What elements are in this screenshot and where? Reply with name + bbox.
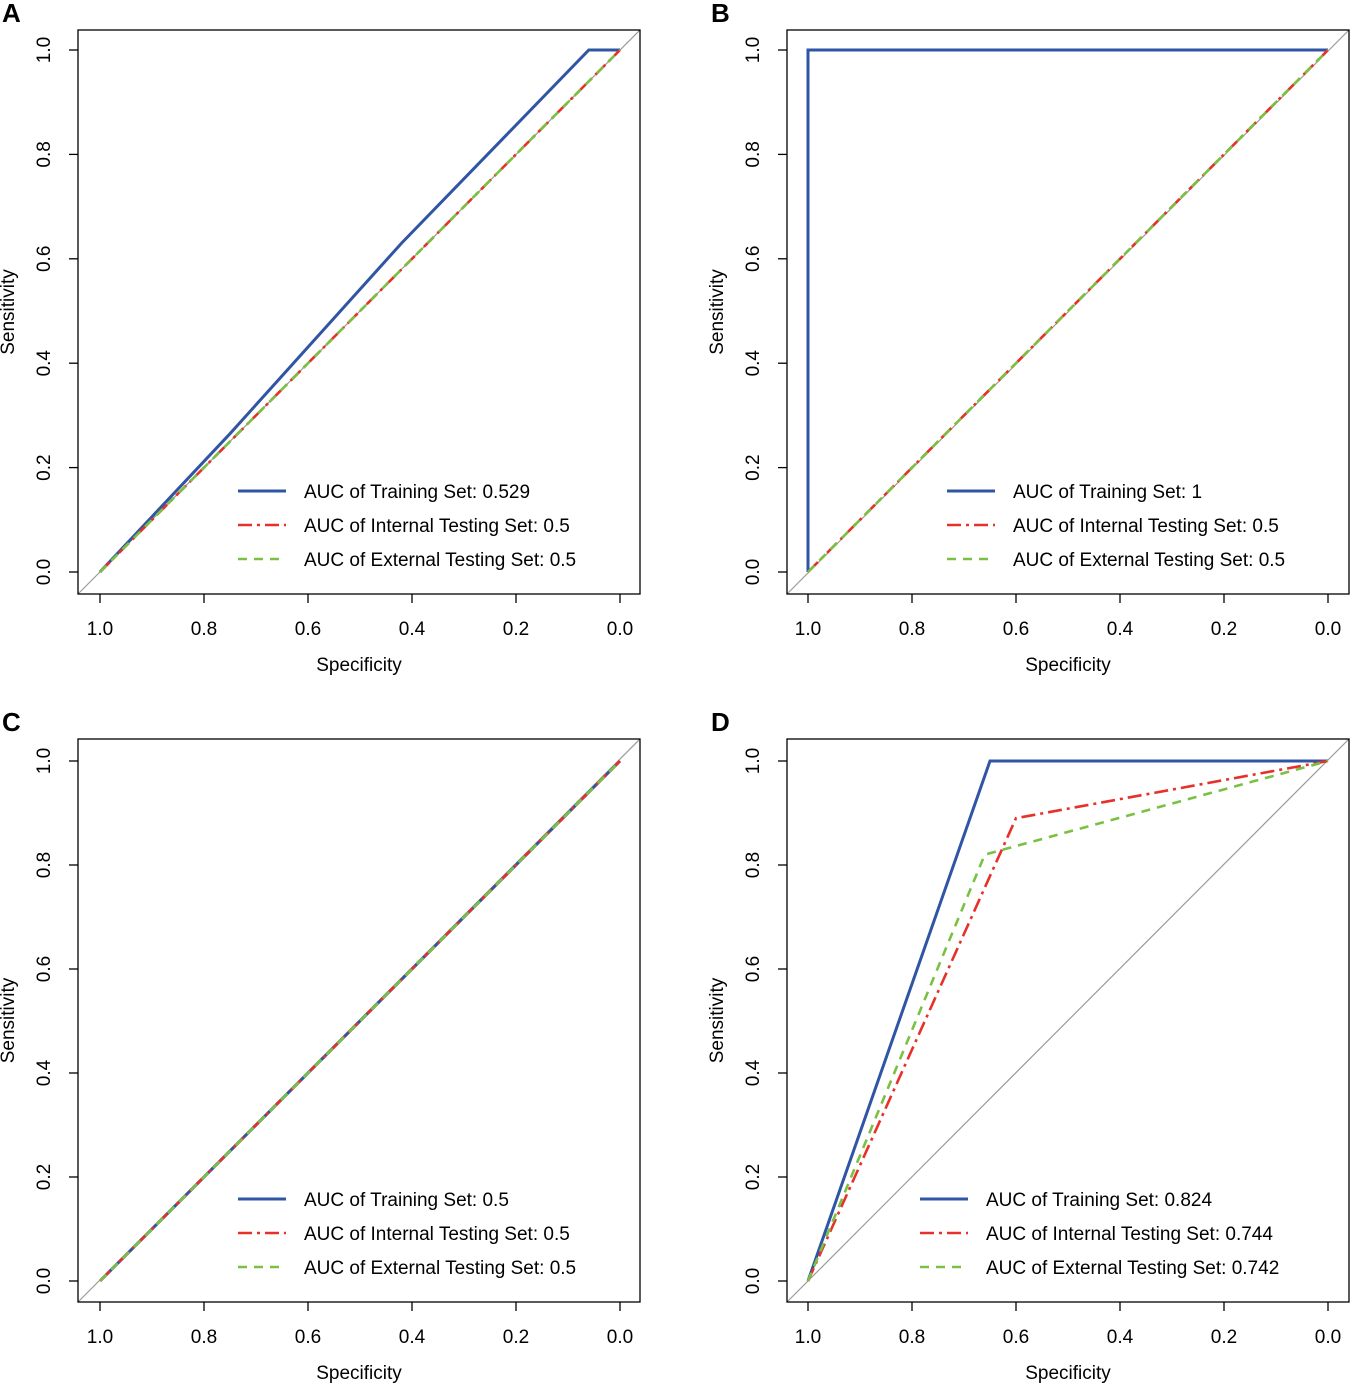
x-tick-label: 0.6	[1003, 619, 1029, 640]
plot-frame	[77, 738, 641, 1303]
y-tick-label: 0.2	[743, 1164, 764, 1190]
y-axis-title: Sensitivity	[0, 269, 19, 355]
x-tick-label: 0.4	[399, 1327, 426, 1348]
legend: AUC of Training Set: 0.5 AUC of Internal …	[238, 1190, 576, 1279]
x-tick-label: 0.2	[1211, 1327, 1237, 1348]
plot-frame	[786, 29, 1350, 595]
plot-frame	[786, 738, 1350, 1303]
roc-curve-external	[807, 49, 1329, 573]
x-axis-title: Specificity	[316, 655, 402, 676]
y-axis-title: Sensitivity	[707, 977, 728, 1063]
x-tick-label: 0.0	[607, 619, 633, 640]
y-tick-label: 0.8	[743, 141, 764, 167]
y-tick-label: 0.4	[743, 350, 764, 377]
roc-panel-d: D 1.0 0.8 0.6 0.4 0.2 0.0 0.0 0.2 0.4 0.6 0.8 1.0 Spe…	[707, 707, 1350, 1384]
panel-label: B	[711, 0, 730, 28]
x-tick-label: 0.6	[1003, 1327, 1029, 1348]
x-tick-label: 0.2	[503, 619, 529, 640]
roc-curve-training	[806, 48, 1328, 572]
x-tick-label: 0.4	[399, 619, 426, 640]
x-tick-label: 0.4	[1107, 1327, 1134, 1348]
y-tick-label: 0.8	[34, 852, 55, 878]
y-tick-label: 0.6	[34, 956, 55, 982]
y-tick-label: 0.0	[743, 1268, 764, 1294]
x-tick-label: 1.0	[87, 619, 113, 640]
y-tick-label: 1.0	[743, 748, 764, 774]
roc-curve-training	[98, 48, 620, 574]
y-tick-label: 0.6	[743, 246, 764, 272]
y-tick-label: 0.4	[743, 1059, 764, 1086]
x-tick-label: 0.4	[1107, 619, 1134, 640]
y-tick-label: 1.0	[743, 37, 764, 63]
x-tick-label: 0.8	[191, 1327, 217, 1348]
reference-diagonal	[786, 738, 1350, 1303]
roc-panel-b: B 1.0 0.8 0.6 0.4 0.2 0.0 0.0 0.2 0.4 0.6 0.8 1.0 Spe…	[707, 0, 1350, 676]
panel-label: C	[2, 707, 21, 737]
x-tick-label: 0.0	[1315, 619, 1341, 640]
y-tick-label: 0.6	[743, 956, 764, 982]
x-axis-title: Specificity	[1025, 1363, 1111, 1384]
y-axis-title: Sensitivity	[707, 269, 728, 355]
legend-entry-external: AUC of External Testing Set: 0.5	[304, 550, 576, 571]
legend-entry-training: AUC of Training Set: 0.824	[986, 1190, 1212, 1211]
legend: AUC of Training Set: 1 AUC of Internal Te…	[947, 482, 1285, 571]
y-tick-label: 0.6	[34, 246, 55, 272]
y-tick-label: 1.0	[34, 748, 55, 774]
x-tick-label: 0.6	[295, 1327, 321, 1348]
x-tick-label: 0.8	[899, 1327, 925, 1348]
legend-entry-training: AUC of Training Set: 0.529	[304, 482, 530, 503]
x-tick-label: 0.0	[1315, 1327, 1341, 1348]
panel-label: A	[2, 0, 21, 28]
x-axis-title: Specificity	[316, 1363, 402, 1384]
x-tick-label: 0.6	[295, 619, 321, 640]
panel-label: D	[711, 707, 730, 737]
y-axis-title: Sensitivity	[0, 977, 19, 1063]
legend-entry-external: AUC of External Testing Set: 0.742	[986, 1258, 1279, 1279]
y-tick-label: 0.2	[34, 1164, 55, 1190]
y-tick-label: 0.2	[34, 454, 55, 480]
legend-entry-internal: AUC of Internal Testing Set: 0.5	[1013, 516, 1279, 537]
legend-entry-internal: AUC of Internal Testing Set: 0.5	[304, 516, 570, 537]
roc-panel-c: C 1.0 0.8 0.6 0.4 0.2 0.0 0.0 0.2 0.4 0.6 0.8 1.0 Spe…	[0, 707, 641, 1384]
y-tick-label: 0.8	[34, 141, 55, 167]
y-tick-label: 0.0	[743, 559, 764, 585]
roc-curve-training	[806, 759, 1328, 1282]
legend-entry-external: AUC of External Testing Set: 0.5	[304, 1258, 576, 1279]
x-tick-label: 0.2	[1211, 619, 1237, 640]
legend: AUC of Training Set: 0.529 AUC of Interna…	[238, 482, 576, 571]
y-tick-label: 1.0	[34, 37, 55, 63]
x-tick-label: 0.8	[899, 619, 925, 640]
x-tick-label: 1.0	[87, 1327, 113, 1348]
y-tick-label: 0.0	[34, 1268, 55, 1294]
legend-entry-internal: AUC of Internal Testing Set: 0.744	[986, 1224, 1273, 1245]
x-tick-label: 1.0	[795, 619, 821, 640]
y-tick-label: 0.4	[34, 350, 55, 377]
legend-entry-training: AUC of Training Set: 1	[1013, 482, 1202, 503]
x-tick-label: 0.2	[503, 1327, 529, 1348]
roc-curve-internal	[806, 759, 1329, 1282]
plot-frame	[77, 29, 641, 595]
x-tick-label: 0.8	[191, 619, 217, 640]
x-tick-label: 0.0	[607, 1327, 633, 1348]
x-axis-title: Specificity	[1025, 655, 1111, 676]
legend-entry-external: AUC of External Testing Set: 0.5	[1013, 550, 1285, 571]
roc-curve-external	[99, 760, 621, 1282]
roc-panel-a: A 1.0 0.8 0.6 0.4 0.2 0.0 0.0 0.2 0.4 0.6 0.8 1.0 Spe…	[0, 0, 641, 676]
x-tick-label: 1.0	[795, 1327, 821, 1348]
y-tick-label: 0.0	[34, 559, 55, 585]
legend: AUC of Training Set: 0.824 AUC of Interna…	[920, 1190, 1279, 1279]
y-tick-label: 0.4	[34, 1059, 55, 1086]
roc-curve-external	[99, 49, 621, 573]
y-tick-label: 0.2	[743, 454, 764, 480]
legend-entry-internal: AUC of Internal Testing Set: 0.5	[304, 1224, 570, 1245]
y-tick-label: 0.8	[743, 852, 764, 878]
legend-entry-training: AUC of Training Set: 0.5	[304, 1190, 509, 1211]
